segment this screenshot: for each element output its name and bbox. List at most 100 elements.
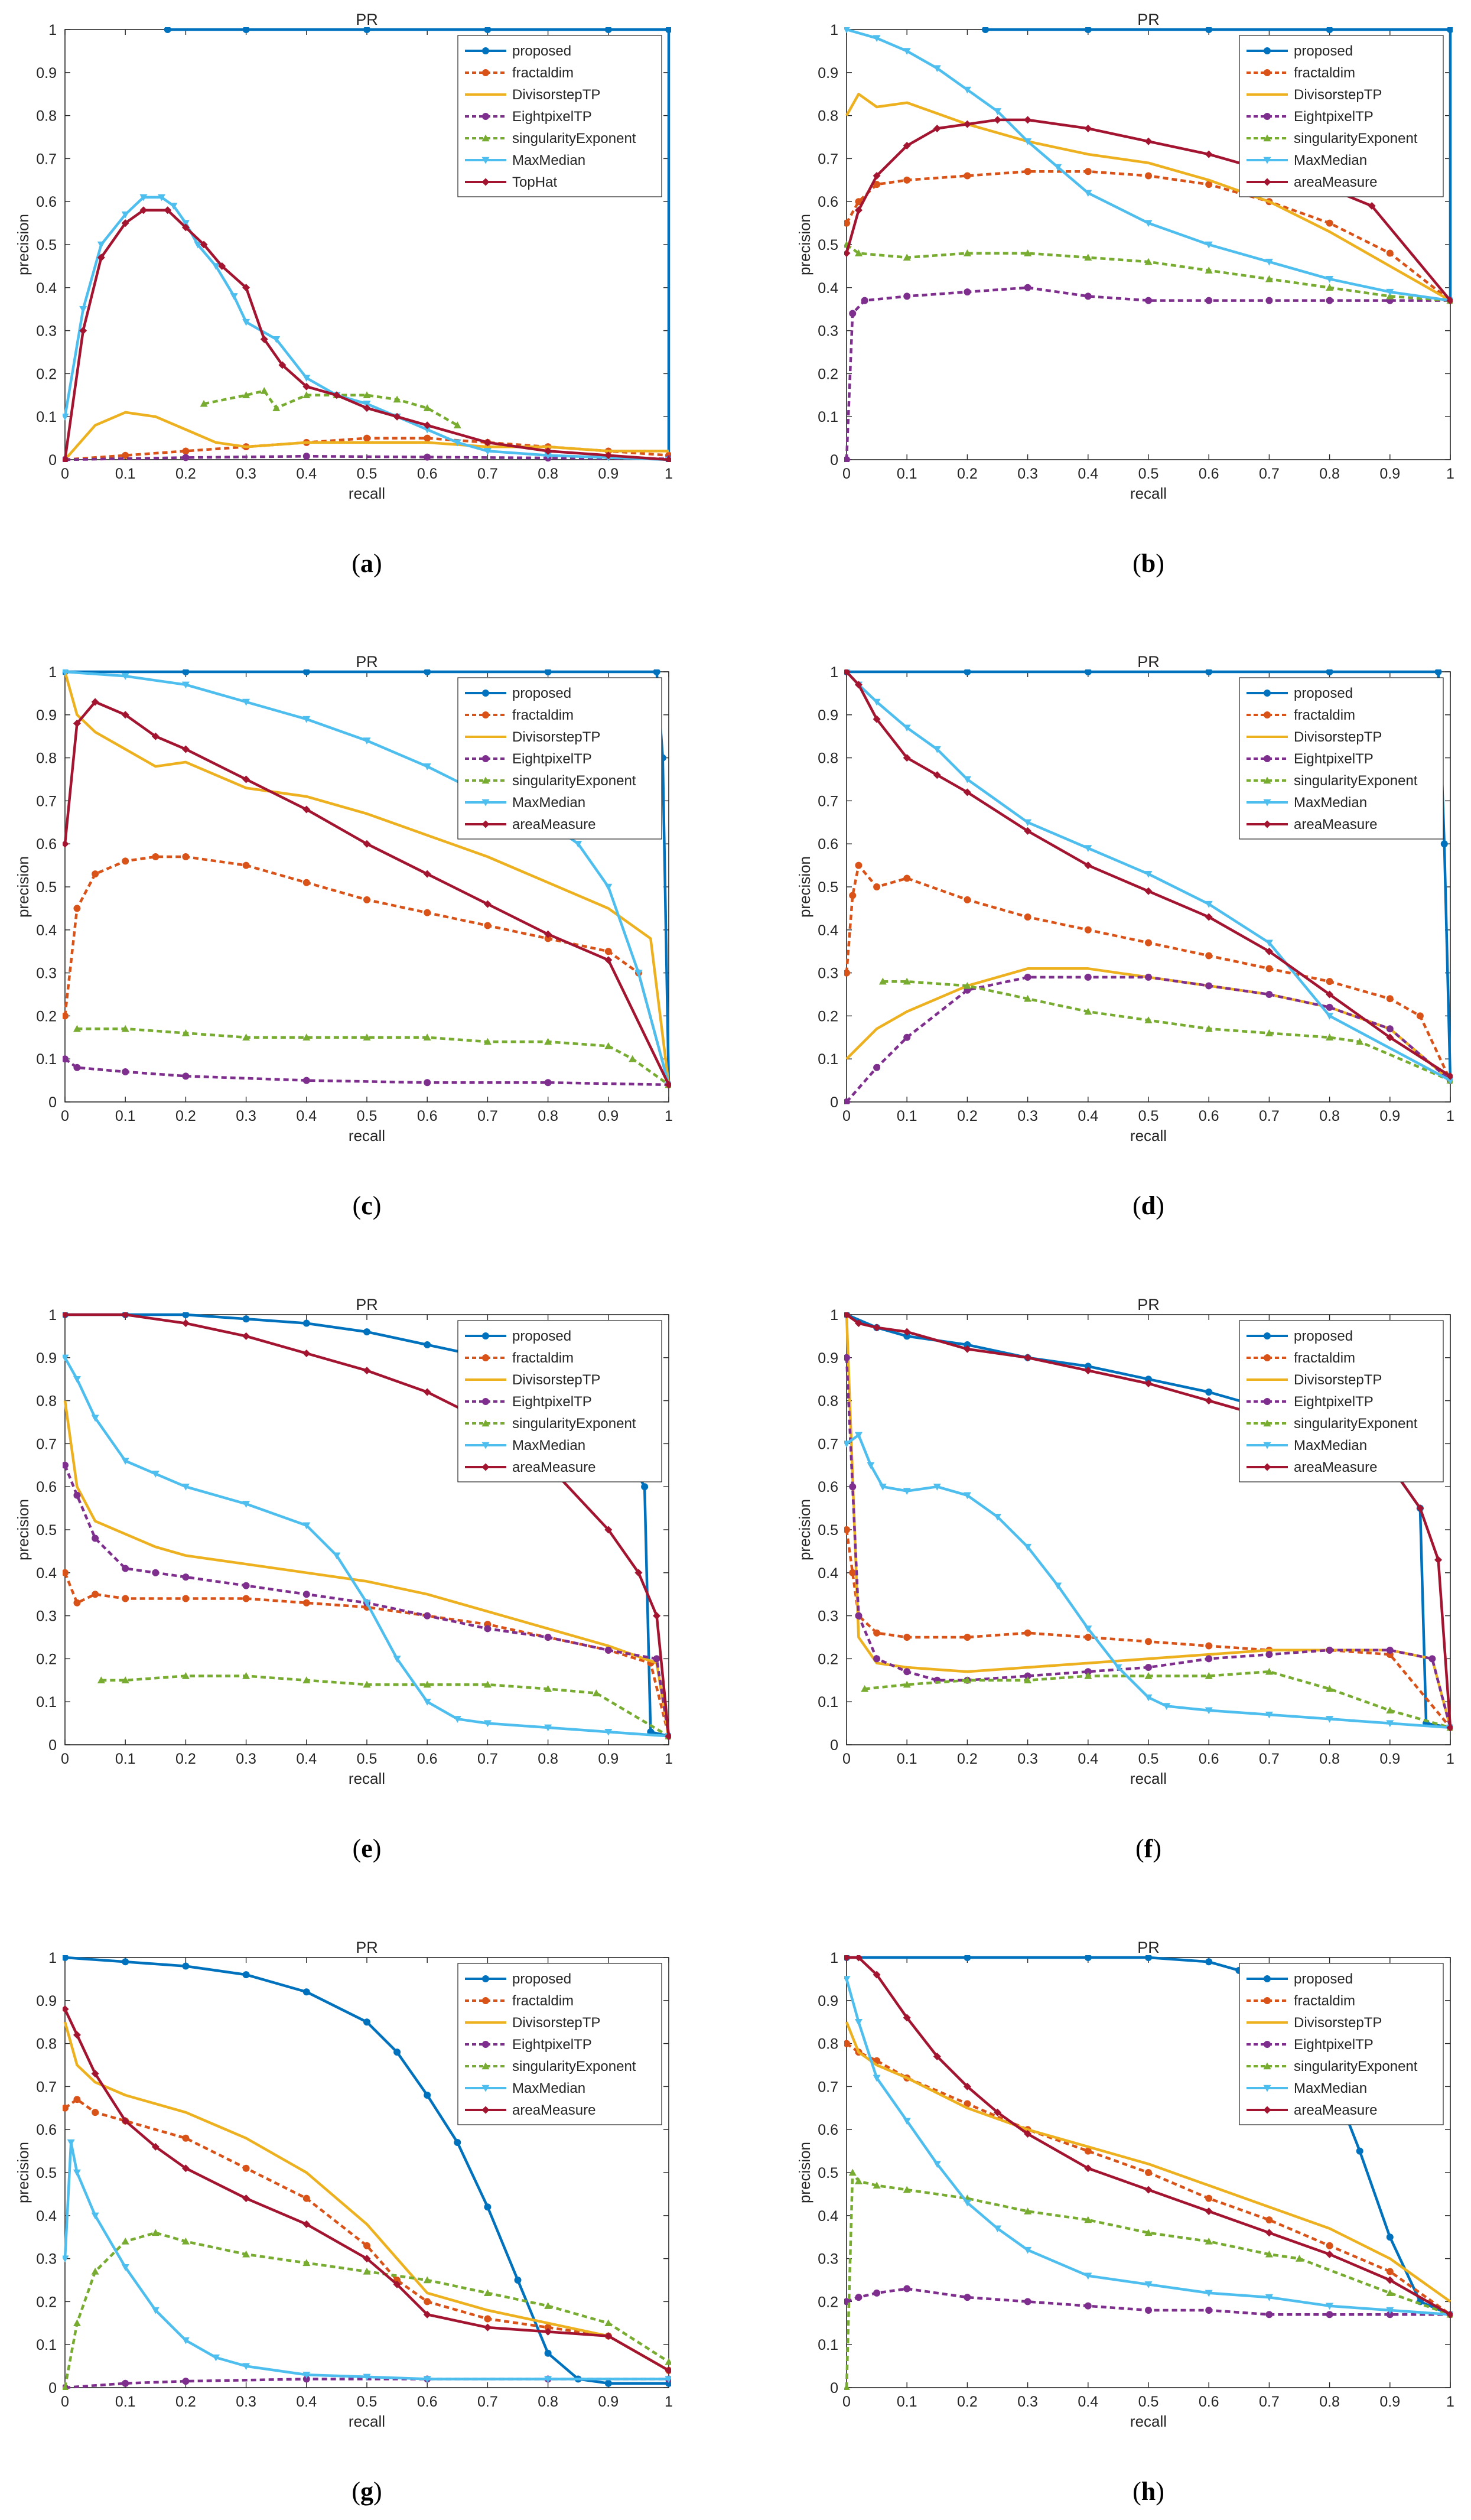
- MaxMedian-point: [844, 1976, 851, 1983]
- singularityExponent-point: [604, 1042, 613, 1049]
- x-tick-label: 0.2: [957, 1108, 978, 1124]
- x-tick-label: 0: [842, 1751, 851, 1767]
- fractaldim-point: [1265, 965, 1273, 973]
- EightpixelTP-point: [1386, 1025, 1394, 1033]
- fractaldim-point: [1326, 978, 1333, 986]
- caption-open-paren: (: [353, 1834, 362, 1863]
- legend-label: proposed: [1294, 1971, 1353, 1987]
- legend-label: fractaldim: [512, 707, 574, 723]
- legend-areaMeasure-point: [481, 1463, 490, 1471]
- singularityExponent-point: [483, 1038, 492, 1045]
- chart-h: 0 0.1 0.2 0.3 0.4 0.5 0.6 0.7 0.8 0.9 1 0 0.1 0.2 0.3 0…: [796, 1939, 1454, 2506]
- MaxMedian-point: [1084, 1625, 1092, 1633]
- MaxMedian-point: [151, 2307, 160, 2314]
- x-tick-label: 0.7: [477, 1108, 498, 1124]
- areaMeasure-point: [994, 116, 1001, 124]
- legend-label: fractaldim: [1294, 1350, 1355, 1366]
- areaMeasure-point: [242, 775, 250, 783]
- caption-close-paren: ): [1153, 1834, 1161, 1863]
- singularityExponent-point: [592, 1689, 600, 1696]
- caption-letter: h: [1141, 2477, 1156, 2506]
- proposed-point: [363, 2018, 370, 2026]
- MaxMedian-point: [1163, 1703, 1171, 1710]
- fractaldim-point: [849, 892, 857, 899]
- singularityExponent-point: [272, 404, 281, 411]
- legend-label: EightpixelTP: [512, 109, 592, 125]
- MaxMedian-point: [73, 1376, 81, 1383]
- MaxMedian-point: [483, 448, 492, 455]
- MaxMedian-point: [181, 681, 190, 689]
- legend-singularityExponent-point: [1263, 1419, 1271, 1427]
- MaxMedian-point: [1386, 288, 1394, 296]
- fractaldim-point: [1145, 2169, 1152, 2176]
- series-line-DivisorstepTP: [845, 2021, 1452, 2303]
- y-tick-label: 0.4: [818, 280, 838, 297]
- proposed-point: [1326, 27, 1333, 33]
- proposed-point: [182, 669, 190, 675]
- singularityExponent-point: [302, 391, 311, 398]
- y-tick-label: 0.6: [36, 194, 57, 210]
- legend-label: MaxMedian: [1294, 795, 1367, 811]
- areaMeasure-point: [1144, 1379, 1153, 1387]
- areaMeasure-point: [73, 719, 81, 727]
- EightpixelTP-point: [873, 2289, 881, 2297]
- caption-open-paren: (: [1135, 1834, 1144, 1863]
- y-tick-label: 0.3: [36, 965, 57, 982]
- caption-open-paren: (: [1132, 549, 1141, 578]
- EightpixelTP-point: [1205, 1655, 1213, 1663]
- legend-proposed-point: [482, 47, 489, 54]
- fractaldim-point: [1326, 2242, 1333, 2249]
- fractaldim-point: [363, 896, 370, 903]
- x-tick-label: 0.6: [417, 1751, 438, 1767]
- fractaldim-point: [1084, 168, 1092, 175]
- areaMeasure-point: [1368, 201, 1376, 210]
- singularityExponent-point: [363, 1680, 371, 1688]
- proposed-point: [514, 2277, 522, 2284]
- areaMeasure-point: [844, 249, 851, 258]
- proposed-point: [604, 27, 612, 33]
- fractaldim-point: [903, 874, 911, 882]
- panel-caption: (g): [352, 2477, 382, 2506]
- panel-caption: (a): [352, 549, 382, 578]
- MaxMedian-point: [230, 293, 238, 300]
- MaxMedian-point: [79, 306, 87, 313]
- legend-label: proposed: [1294, 685, 1353, 701]
- x-tick-label: 0.9: [598, 1751, 619, 1767]
- proposed-point: [1205, 27, 1213, 33]
- x-axis-label: recall: [349, 485, 385, 502]
- x-tick-label: 0.5: [1138, 1751, 1159, 1767]
- MaxMedian-point: [604, 883, 613, 891]
- MaxMedian-point: [158, 194, 166, 201]
- x-tick-label: 0.9: [598, 466, 619, 482]
- EightpixelTP-point: [424, 453, 431, 461]
- y-tick-label: 0.6: [818, 1479, 838, 1495]
- legend-MaxMedian-point: [481, 799, 490, 807]
- x-tick-label: 0.5: [1138, 1108, 1159, 1124]
- areaMeasure-point: [665, 1732, 671, 1740]
- areaMeasure-point: [121, 711, 129, 719]
- singularityExponent-point: [1326, 1685, 1334, 1692]
- singularityExponent-point: [1296, 2255, 1303, 2262]
- areaMeasure-point: [1416, 1504, 1424, 1513]
- MaxMedian-point: [665, 2376, 671, 2383]
- areaMeasure-point: [963, 2082, 971, 2090]
- legend-areaMeasure-point: [1263, 1463, 1271, 1471]
- MaxMedian-point: [212, 2354, 220, 2362]
- series-line-DivisorstepTP: [63, 1400, 671, 1737]
- y-tick-label: 0.2: [818, 1008, 838, 1025]
- x-tick-label: 1: [665, 2394, 673, 2410]
- caption-letter: f: [1144, 1834, 1154, 1863]
- MaxMedian-point: [423, 426, 431, 434]
- MaxMedian-point: [1084, 2272, 1092, 2280]
- areaMeasure-point: [423, 1388, 431, 1396]
- EightpixelTP-point: [122, 1068, 129, 1076]
- proposed-point: [454, 2139, 461, 2147]
- series-line-DivisorstepTP: [845, 92, 1452, 302]
- series-line-MaxMedian: [63, 2141, 669, 2381]
- TopHat-point: [218, 262, 226, 270]
- x-tick-label: 0.2: [175, 466, 196, 482]
- legend-label: DivisorstepTP: [1294, 2015, 1382, 2031]
- legend: proposed fractaldim DivisorstepTP Eightpixe…: [457, 1963, 662, 2125]
- legend-label: DivisorstepTP: [1294, 729, 1382, 745]
- x-tick-label: 1: [1446, 466, 1454, 482]
